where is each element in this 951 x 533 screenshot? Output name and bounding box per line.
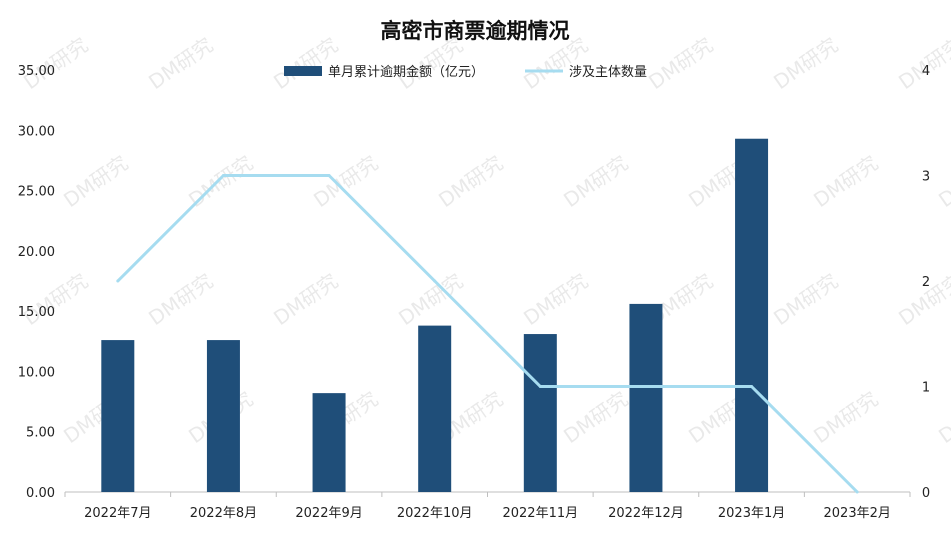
legend-bar-swatch bbox=[284, 66, 322, 76]
watermark-text: DM研究 bbox=[934, 151, 951, 212]
watermark-text: DM研究 bbox=[309, 151, 382, 212]
left-axis: 0.00 5.00 10.00 15.00 20.00 25.00 30.00 35.00 bbox=[18, 64, 55, 501]
watermark-text: DM研究 bbox=[559, 387, 632, 448]
bar bbox=[629, 303, 663, 492]
watermark-text: DM研究 bbox=[559, 151, 632, 212]
bar bbox=[312, 393, 346, 492]
x-tick-label: 2023年1月 bbox=[718, 506, 785, 521]
line-point bbox=[538, 385, 542, 388]
x-tick-label: 2022年7月 bbox=[84, 506, 151, 521]
watermark-text: DM研究 bbox=[769, 269, 842, 330]
bar bbox=[418, 325, 452, 492]
line-point bbox=[855, 490, 859, 494]
x-tick-label: 2022年9月 bbox=[295, 506, 362, 521]
line-series bbox=[116, 174, 859, 494]
right-tick-label: 0 bbox=[922, 486, 930, 501]
watermark-text: DM研究 bbox=[809, 151, 882, 212]
bar bbox=[101, 340, 135, 492]
x-tick-label: 2022年8月 bbox=[190, 506, 257, 521]
chart-title: 高密市商票逾期情况 bbox=[381, 18, 570, 43]
left-tick-label: 30.00 bbox=[18, 124, 55, 139]
watermark-text: DM研究 bbox=[769, 33, 842, 94]
right-tick-label: 4 bbox=[922, 64, 930, 79]
x-tick-label: 2023年2月 bbox=[824, 506, 891, 521]
left-tick-label: 5.00 bbox=[26, 426, 55, 441]
left-tick-label: 20.00 bbox=[18, 245, 55, 260]
line-point bbox=[644, 385, 648, 388]
watermark-text: DM研究 bbox=[144, 33, 217, 94]
watermark-text: DM研究 bbox=[59, 151, 132, 212]
watermark-text: DM研究 bbox=[519, 269, 592, 330]
right-tick-label: 2 bbox=[922, 275, 930, 290]
watermark-text: DM研究 bbox=[269, 269, 342, 330]
line-point bbox=[116, 279, 120, 283]
left-tick-label: 35.00 bbox=[18, 64, 55, 79]
left-tick-label: 10.00 bbox=[18, 365, 55, 380]
watermark-text: DM研究 bbox=[19, 269, 92, 330]
x-tick-label: 2022年10月 bbox=[397, 506, 473, 521]
left-tick-label: 25.00 bbox=[18, 185, 55, 200]
line-point bbox=[221, 174, 225, 177]
left-tick-label: 15.00 bbox=[18, 305, 55, 320]
x-axis: 2022年7月 2022年8月 2022年9月 2022年10月 2022年11月 202… bbox=[64, 491, 911, 521]
right-axis: 0 1 2 3 4 bbox=[922, 64, 930, 501]
x-tick-label: 2022年11月 bbox=[502, 506, 578, 521]
watermark-text: DM研究 bbox=[934, 387, 951, 448]
right-tick-label: 1 bbox=[922, 381, 930, 396]
watermark-text: DM研究 bbox=[809, 387, 882, 448]
watermark-text: DM研究 bbox=[434, 151, 507, 212]
x-tick-label: 2022年12月 bbox=[608, 506, 684, 521]
line-point bbox=[750, 385, 754, 388]
bar bbox=[523, 334, 557, 492]
watermark-text: DM研究 bbox=[269, 33, 342, 94]
bar bbox=[735, 138, 769, 492]
legend-line-label: 涉及主体数量 bbox=[569, 65, 647, 80]
line-point bbox=[327, 174, 331, 177]
series-line bbox=[116, 174, 859, 494]
line-point bbox=[433, 279, 437, 283]
bar-series bbox=[101, 138, 769, 492]
watermark-text: DM研究 bbox=[644, 33, 717, 94]
bar bbox=[206, 340, 240, 492]
watermark-text: DM研究 bbox=[144, 269, 217, 330]
left-tick-label: 0.00 bbox=[26, 486, 55, 501]
right-tick-label: 3 bbox=[922, 170, 930, 185]
legend: 单月累计逾期金额（亿元） 涉及主体数量 bbox=[284, 64, 647, 80]
legend-bar-label: 单月累计逾期金额（亿元） bbox=[328, 64, 484, 80]
